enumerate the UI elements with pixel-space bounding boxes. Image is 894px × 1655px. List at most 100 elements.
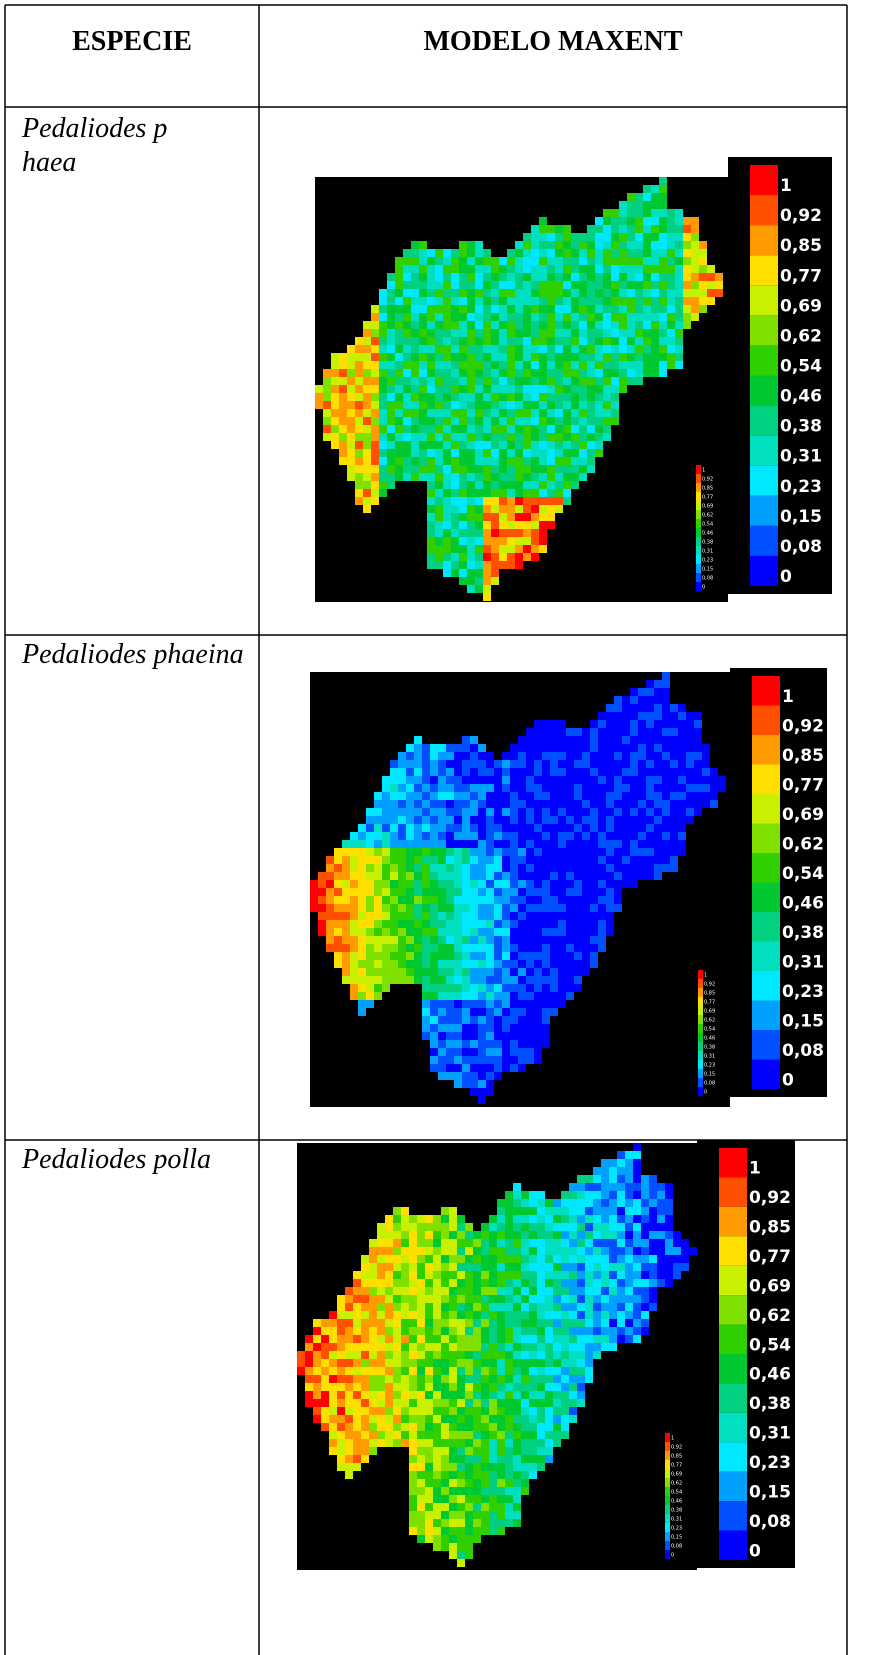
map-cell [694, 752, 702, 760]
map-cell [550, 1000, 558, 1008]
map-cell [601, 1231, 609, 1239]
map-cell [614, 704, 622, 712]
map-cell [574, 904, 582, 912]
map-cell [443, 441, 451, 449]
map-cell [593, 1263, 601, 1271]
map-cell [665, 1255, 673, 1263]
map-cell [425, 1343, 433, 1351]
legend-label: 0,69 [782, 805, 824, 825]
map-cell [662, 808, 670, 816]
map-cell [459, 257, 467, 265]
map-cell [585, 1207, 593, 1215]
map-cell [473, 1479, 481, 1487]
map-cell [606, 808, 614, 816]
map-cell [555, 305, 563, 313]
map-cell [411, 313, 419, 321]
map-cell [419, 425, 427, 433]
map-cell [675, 249, 683, 257]
map-cell [411, 417, 419, 425]
map-cell [601, 1311, 609, 1319]
map-cell [342, 856, 350, 864]
map-cell [382, 840, 390, 848]
map-cell [566, 992, 574, 1000]
map-cell [534, 1008, 542, 1016]
map-cell [515, 529, 523, 537]
map-cell [547, 257, 555, 265]
map-cell [465, 1535, 473, 1543]
map-cell [630, 848, 638, 856]
legend-swatch [750, 195, 778, 225]
map-cell [403, 321, 411, 329]
map-cell [609, 1199, 617, 1207]
map-cell [427, 329, 435, 337]
map-cell [473, 1367, 481, 1375]
map-cell [675, 313, 683, 321]
map-cell [475, 505, 483, 513]
map-cell [470, 960, 478, 968]
map-cell [326, 872, 334, 880]
map-cell [553, 1311, 561, 1319]
legend-label: 0,46 [780, 387, 822, 407]
map-cell [526, 816, 534, 824]
map-cell [579, 369, 587, 377]
map-cell [339, 369, 347, 377]
map-cell [377, 1391, 385, 1399]
map-cell [371, 337, 379, 345]
map-cell [507, 513, 515, 521]
map-cell [337, 1447, 345, 1455]
map-cell [438, 816, 446, 824]
map-cell [473, 1455, 481, 1463]
map-cell [361, 1375, 369, 1383]
map-cell [606, 800, 614, 808]
mini-legend-label: 0,85 [702, 486, 713, 492]
map-cell [515, 281, 523, 289]
map-cell [531, 265, 539, 273]
map-cell [398, 936, 406, 944]
map-cell [555, 361, 563, 369]
mini-legend-swatch [696, 537, 701, 546]
map-cell [449, 1335, 457, 1343]
map-cell [590, 912, 598, 920]
map-cell [467, 465, 475, 473]
map-cell [385, 1439, 393, 1447]
map-cell [427, 353, 435, 361]
map-cell [433, 1231, 441, 1239]
map-cell [534, 720, 542, 728]
map-cell [494, 816, 502, 824]
map-cell [430, 992, 438, 1000]
map-cell [595, 353, 603, 361]
map-cell [494, 840, 502, 848]
map-cell [483, 585, 491, 593]
map-cell [611, 217, 619, 225]
map-cell [387, 465, 395, 473]
map-cell [387, 361, 395, 369]
map-cell [670, 832, 678, 840]
map-cell [603, 249, 611, 257]
map-cell [374, 976, 382, 984]
mini-legend-swatch [696, 573, 701, 582]
map-cell [598, 832, 606, 840]
map-cell [475, 425, 483, 433]
legend-label: 0,85 [780, 236, 822, 256]
map-cell [534, 744, 542, 752]
map-cell [611, 369, 619, 377]
map-cell [499, 393, 507, 401]
map-cell [457, 1311, 465, 1319]
map-cell [435, 289, 443, 297]
map-cell [406, 872, 414, 880]
map-cell [395, 345, 403, 353]
map-cell [558, 920, 566, 928]
map-cell [379, 449, 387, 457]
map-cell [438, 960, 446, 968]
map-cell [683, 297, 691, 305]
map-cell [657, 1199, 665, 1207]
map-cell [475, 529, 483, 537]
map-cell [670, 792, 678, 800]
map-cell [670, 816, 678, 824]
map-cell [443, 433, 451, 441]
map-cell [505, 1407, 513, 1415]
map-cell [393, 1359, 401, 1367]
map-cell [518, 880, 526, 888]
mini-legend-swatch [696, 474, 701, 483]
map-cell [337, 1399, 345, 1407]
